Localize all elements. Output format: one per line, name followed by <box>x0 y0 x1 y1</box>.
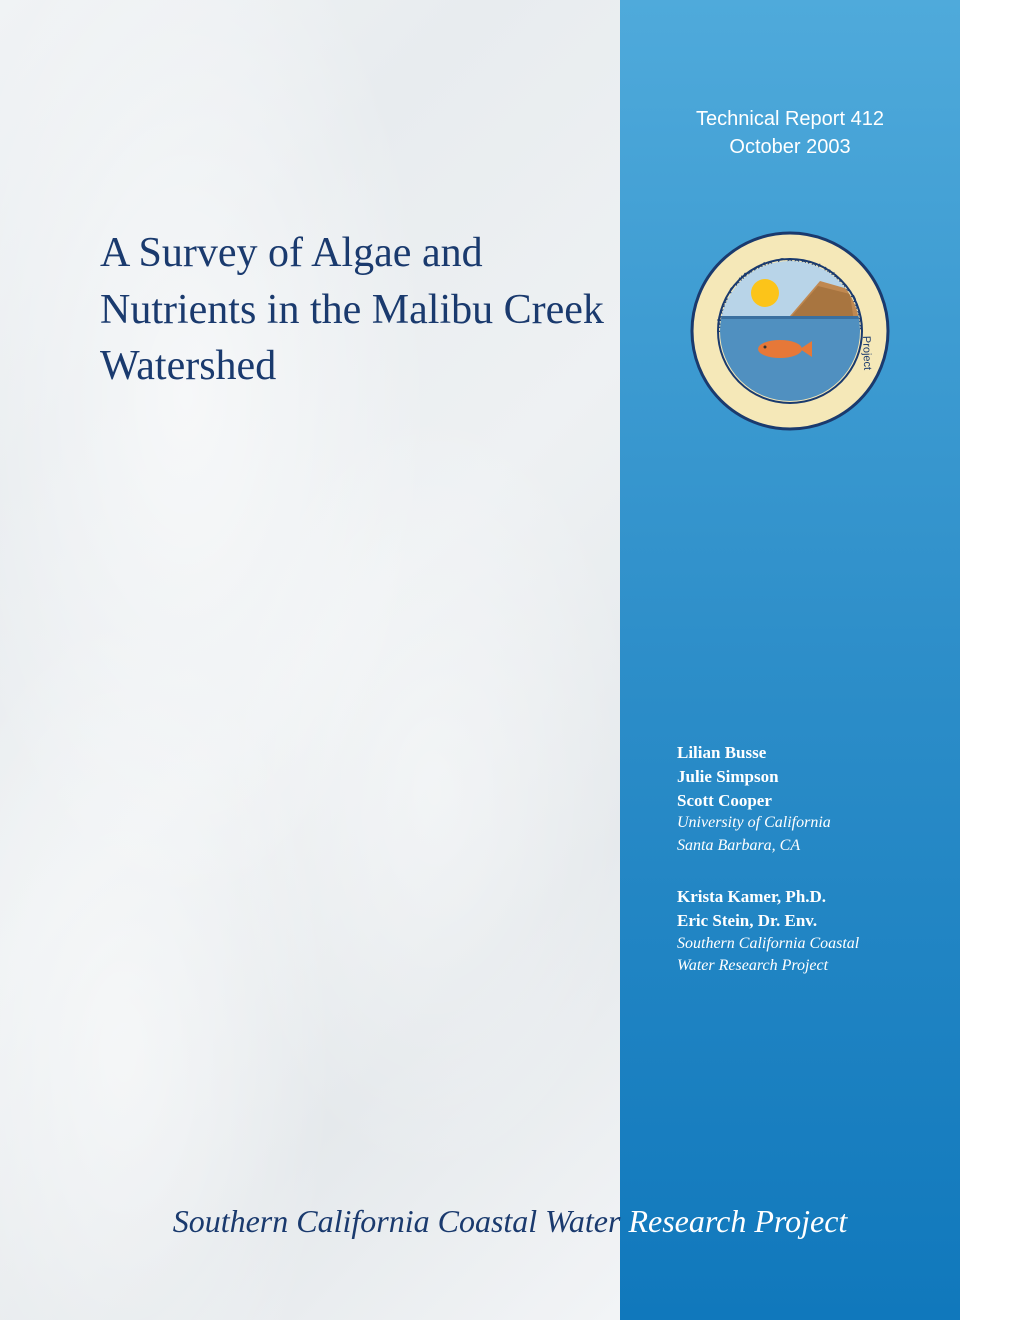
author-name: Lilian Busse <box>677 741 925 765</box>
report-number: Technical Report 412 <box>655 105 925 133</box>
organization-logo: Southern California Coastal Water Resear… <box>690 231 890 431</box>
left-background-panel <box>0 0 620 1320</box>
right-sidebar-panel: Technical Report 412 October 2003 Southe… <box>620 0 960 1320</box>
author-affiliation: University of California <box>677 812 925 834</box>
authors-section: Lilian Busse Julie Simpson Scott Cooper … <box>655 741 925 978</box>
document-cover: Technical Report 412 October 2003 Southe… <box>0 0 1020 1320</box>
author-affiliation: Water Research Project <box>677 955 925 977</box>
author-name: Eric Stein, Dr. Env. <box>677 909 925 933</box>
author-name: Krista Kamer, Ph.D. <box>677 885 925 909</box>
author-name: Scott Cooper <box>677 789 925 813</box>
white-margin-right <box>960 0 1020 1320</box>
report-date: October 2003 <box>655 133 925 161</box>
author-affiliation: Southern California Coastal <box>677 933 925 955</box>
svg-text:Project: Project <box>860 336 873 371</box>
author-affiliation: Santa Barbara, CA <box>677 835 925 857</box>
document-title: A Survey of Algae and Nutrients in the M… <box>100 225 620 395</box>
footer-text-light: Research Project <box>628 1203 847 1239</box>
author-group: Krista Kamer, Ph.D. Eric Stein, Dr. Env.… <box>677 885 925 977</box>
author-name: Julie Simpson <box>677 765 925 789</box>
logo-container: Southern California Coastal Water Resear… <box>655 231 925 431</box>
footer-organization: Southern California Coastal Water Resear… <box>0 1203 1020 1240</box>
footer-text-dark: Southern California Coastal Water <box>173 1203 629 1239</box>
author-group: Lilian Busse Julie Simpson Scott Cooper … <box>677 741 925 857</box>
report-info-block: Technical Report 412 October 2003 <box>655 105 925 161</box>
